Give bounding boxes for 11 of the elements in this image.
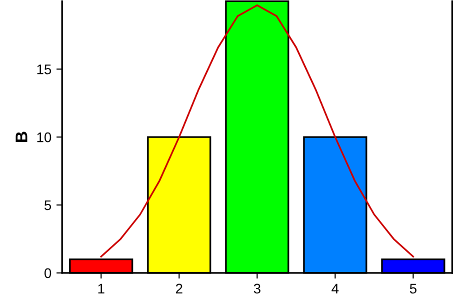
y-tick-label: 5 [44,200,52,210]
x-tick-label: 4 [332,284,339,294]
x-tick-label: 5 [410,284,416,294]
y-axis-title: B [16,132,28,142]
x-tick-label: 1 [98,284,104,294]
line-series [100,4,414,258]
y-tick-label: 0 [44,268,52,278]
y-tick-label: 10 [37,132,52,142]
x-tick-label: 2 [176,284,182,294]
x-tick-label: 3 [254,284,260,294]
y-tick-label: 15 [37,64,52,74]
